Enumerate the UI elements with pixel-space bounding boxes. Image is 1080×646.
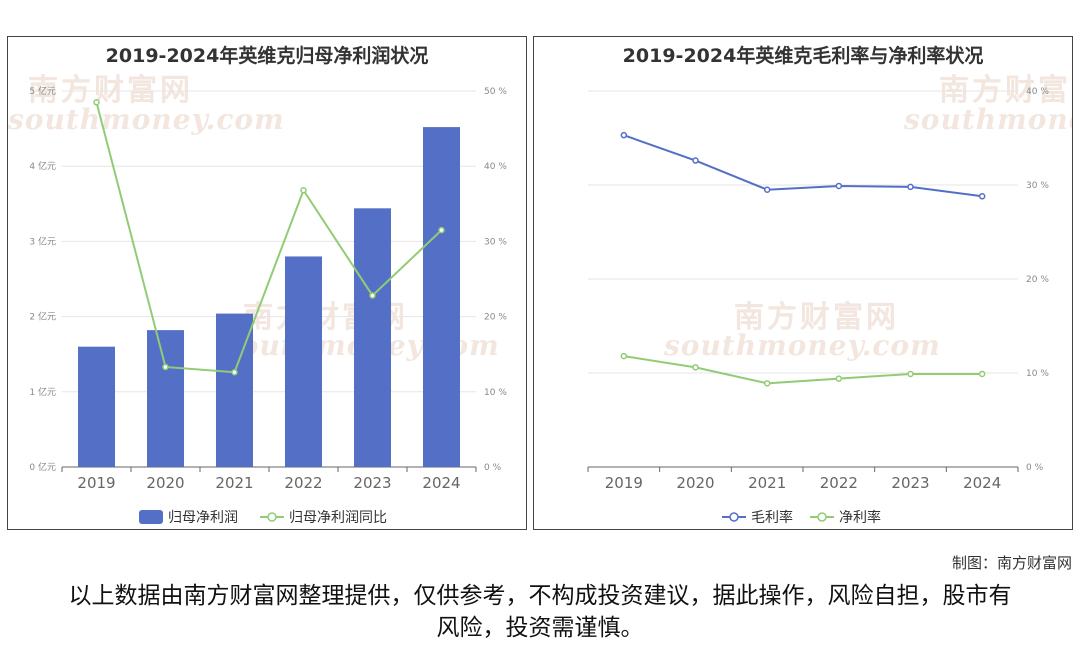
point-gross-margin bbox=[907, 183, 914, 191]
point-net-margin bbox=[907, 370, 914, 378]
bar-net-profit bbox=[354, 208, 391, 467]
y-tick-label-right: 40 % bbox=[1026, 87, 1049, 97]
chart-credit: 制图：南方财富网 bbox=[951, 554, 1072, 572]
point-net-margin bbox=[835, 375, 843, 382]
bar-net-profit bbox=[285, 256, 322, 467]
point-net-margin bbox=[620, 352, 628, 360]
x-tick-label: 2023 bbox=[353, 474, 391, 492]
y-tick-label-right: 20 % bbox=[1026, 275, 1049, 285]
point-yoy-growth bbox=[300, 187, 307, 194]
chart-title: 2019-2024年英维克毛利率与净利率状况 bbox=[622, 45, 984, 67]
x-tick-label: 2024 bbox=[963, 474, 1001, 492]
margin-chart-svg: 0 % 10 % 20 % 30 % 40 % 2019 2020 2021 2022 2023 2… bbox=[587, 87, 1049, 526]
line-net-margin bbox=[623, 355, 983, 385]
point-gross-margin bbox=[835, 182, 843, 190]
point-yoy-growth bbox=[369, 292, 376, 299]
legend-label: 毛利率 bbox=[751, 509, 793, 526]
chart-title: 2019-2024年英维克归母净利润状况 bbox=[105, 45, 429, 67]
y-tick-label-right: 10 % bbox=[484, 388, 507, 398]
point-yoy-growth bbox=[231, 368, 238, 376]
legend-label: 归母净利润同比 bbox=[289, 509, 387, 526]
legend-swatch-marker bbox=[267, 512, 277, 522]
y-tick-label-left: 2 亿元 bbox=[29, 311, 56, 323]
x-tick-label: 2020 bbox=[146, 474, 184, 492]
legend-label: 净利率 bbox=[839, 509, 881, 526]
bar-net-profit bbox=[423, 127, 460, 467]
x-tick-label: 2020 bbox=[676, 474, 714, 492]
x-tick-label: 2019 bbox=[77, 474, 115, 492]
bar-net-profit bbox=[78, 346, 115, 467]
x-tick-label: 2023 bbox=[891, 474, 929, 492]
y-tick-label-left: 1 亿元 bbox=[29, 386, 56, 398]
x-tick-label: 2024 bbox=[422, 474, 460, 492]
line-yoy-growth bbox=[95, 102, 443, 374]
legend-swatch-marker bbox=[817, 512, 827, 522]
x-tick-label: 2022 bbox=[284, 474, 322, 492]
point-gross-margin bbox=[692, 157, 699, 164]
disclaimer-text: 以上数据由南方财富网整理提供，仅供参考，不构成投资建议，据此操作，风险自担，股市… bbox=[68, 583, 1012, 641]
chart-panel-net-profit: 南方财富网 southmoney.com 南方财富网 southmoney.co… bbox=[7, 36, 527, 530]
y-tick-label-left: 4 亿元 bbox=[29, 160, 56, 172]
bar-net-profit bbox=[147, 330, 184, 467]
legend-label: 归母净利润 bbox=[168, 509, 238, 526]
point-gross-margin bbox=[763, 186, 771, 193]
y-tick-label-left: 0 亿元 bbox=[29, 461, 56, 473]
point-yoy-growth bbox=[162, 363, 169, 371]
y-tick-label-right: 50 % bbox=[484, 87, 507, 97]
x-tick-label: 2019 bbox=[605, 474, 643, 492]
y-tick-label-left: 5 亿元 bbox=[29, 85, 56, 97]
y-tick-label-right: 0 % bbox=[1026, 463, 1044, 473]
net-profit-chart-svg: 0 亿元 1 亿元 2 亿元 3 亿元 4 亿元 5 亿元 0 % 10 % 20 % 30 % 4… bbox=[29, 85, 507, 526]
point-net-margin bbox=[978, 370, 986, 378]
point-net-margin bbox=[763, 380, 771, 387]
point-yoy-growth bbox=[93, 99, 100, 106]
point-gross-margin bbox=[620, 131, 628, 139]
y-tick-label-right: 40 % bbox=[484, 162, 507, 172]
point-gross-margin bbox=[978, 193, 986, 200]
point-yoy-growth bbox=[438, 226, 445, 234]
y-tick-label-left: 3 亿元 bbox=[29, 235, 56, 247]
y-tick-label-right: 30 % bbox=[484, 237, 507, 247]
y-tick-label-right: 30 % bbox=[1026, 181, 1049, 191]
legend-swatch-marker bbox=[729, 512, 739, 522]
line-gross-margin bbox=[623, 134, 983, 198]
x-tick-label: 2022 bbox=[820, 474, 858, 492]
y-tick-label-right: 20 % bbox=[484, 313, 507, 323]
point-net-margin bbox=[692, 364, 699, 371]
x-tick-label: 2021 bbox=[748, 474, 786, 492]
chart-panel-margins: 南方财富网 southmoney.com 南方财富网 southmoney.co… bbox=[533, 36, 1073, 530]
y-tick-label-right: 0 % bbox=[484, 463, 502, 473]
legend-swatch-bar bbox=[139, 510, 163, 524]
y-tick-label-right: 10 % bbox=[1026, 369, 1049, 379]
x-tick-label: 2021 bbox=[215, 474, 253, 492]
